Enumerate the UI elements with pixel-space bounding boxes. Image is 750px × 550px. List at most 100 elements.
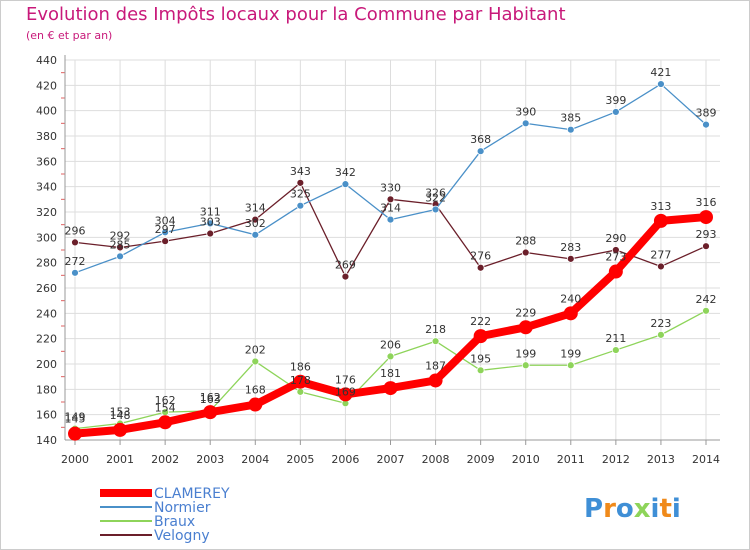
data-label: 222 [470,315,491,328]
data-label: 292 [110,229,131,242]
series-clamerey [68,210,713,441]
data-point [521,119,530,128]
data-label: 285 [110,238,131,251]
data-label: 304 [155,214,176,227]
data-label: 153 [110,406,131,419]
y-tick-label: 260 [36,282,57,295]
data-point [341,272,350,281]
data-label: 186 [290,361,311,374]
data-point [566,254,575,263]
data-label: 218 [425,323,446,336]
data-label: 168 [245,384,266,397]
x-tick-label: 2006 [331,453,359,466]
data-point [251,357,260,366]
data-label: 199 [560,347,581,360]
data-point [657,80,665,88]
data-label: 169 [335,385,356,398]
data-label: 223 [650,317,671,330]
data-point [431,205,440,214]
proxiti-logo-text: Proxiti [584,494,681,524]
proxiti-logo: Proxiti [584,494,681,524]
data-label: 163 [200,393,221,406]
data-label: 145 [65,413,86,426]
data-point [296,387,305,396]
data-label: 273 [605,251,626,264]
data-point [611,108,620,116]
data-label: 302 [245,217,266,230]
y-tick-label: 300 [36,231,57,244]
data-label: 316 [696,196,717,209]
x-tick-label: 2001 [106,453,134,466]
data-point [206,219,215,228]
data-point [206,229,215,238]
data-point [383,381,398,396]
data-label: 390 [515,105,536,118]
data-label: 187 [425,359,446,372]
x-tick-label: 2004 [241,453,269,466]
x-tick-label: 2013 [647,453,675,466]
data-point [566,361,575,370]
data-label: 162 [155,394,176,407]
chart-title: Evolution des Impôts locaux pour la Comm… [26,4,566,25]
data-point [251,215,260,224]
data-point [699,210,713,225]
data-label: 269 [335,259,356,272]
x-tick-label: 2002 [151,453,179,466]
x-tick-label: 2000 [61,453,89,466]
y-tick-label: 280 [36,257,57,270]
data-label: 421 [650,66,671,79]
data-label: 195 [470,352,491,365]
y-tick-label: 200 [36,358,57,371]
data-label: 342 [335,166,356,179]
data-point [296,201,305,210]
data-label: 162 [200,391,221,404]
legend-label-clamerey: CLAMEREY [154,486,230,502]
data-label: 325 [290,188,311,201]
data-label: 368 [470,133,491,146]
data-label: 277 [650,248,671,261]
data-point [71,268,79,277]
data-label: 206 [380,338,401,351]
data-point [71,238,79,247]
data-point [338,387,353,402]
data-point [521,361,530,370]
data-label: 229 [515,306,536,319]
data-point [476,263,485,272]
data-label: 330 [380,181,401,194]
data-label: 322 [425,191,446,204]
data-point [341,180,350,189]
x-tick-label: 2010 [512,453,540,466]
data-point [702,306,710,315]
data-point [113,422,128,437]
x-tick-label: 2014 [692,453,720,466]
data-point [161,228,170,237]
data-point [203,405,218,420]
y-tick-label: 400 [36,105,57,118]
y-tick-label: 220 [36,333,57,346]
data-label: 399 [605,94,626,107]
data-point [293,374,308,389]
y-tick-label: 160 [36,409,57,422]
data-label: 178 [290,374,311,387]
x-tick-label: 2008 [422,453,450,466]
data-point [518,320,533,335]
data-point [653,213,668,228]
data-point [248,397,263,412]
data-label: 181 [380,367,401,380]
data-point [428,373,443,388]
data-label: 154 [155,401,176,414]
data-point [476,366,485,375]
y-tick-label: 380 [36,130,57,143]
data-point [611,346,620,354]
data-label: 240 [560,292,581,305]
data-point [386,195,395,204]
y-tick-label: 180 [36,383,57,396]
data-label: 202 [245,343,266,356]
y-tick-label: 440 [36,54,57,67]
y-tick-label: 340 [36,181,57,194]
data-labels: 296 292 297 303 314 343 269 330 326 276 288 283 290 2… [65,66,717,426]
data-label: 389 [696,107,717,120]
data-point [702,120,710,129]
